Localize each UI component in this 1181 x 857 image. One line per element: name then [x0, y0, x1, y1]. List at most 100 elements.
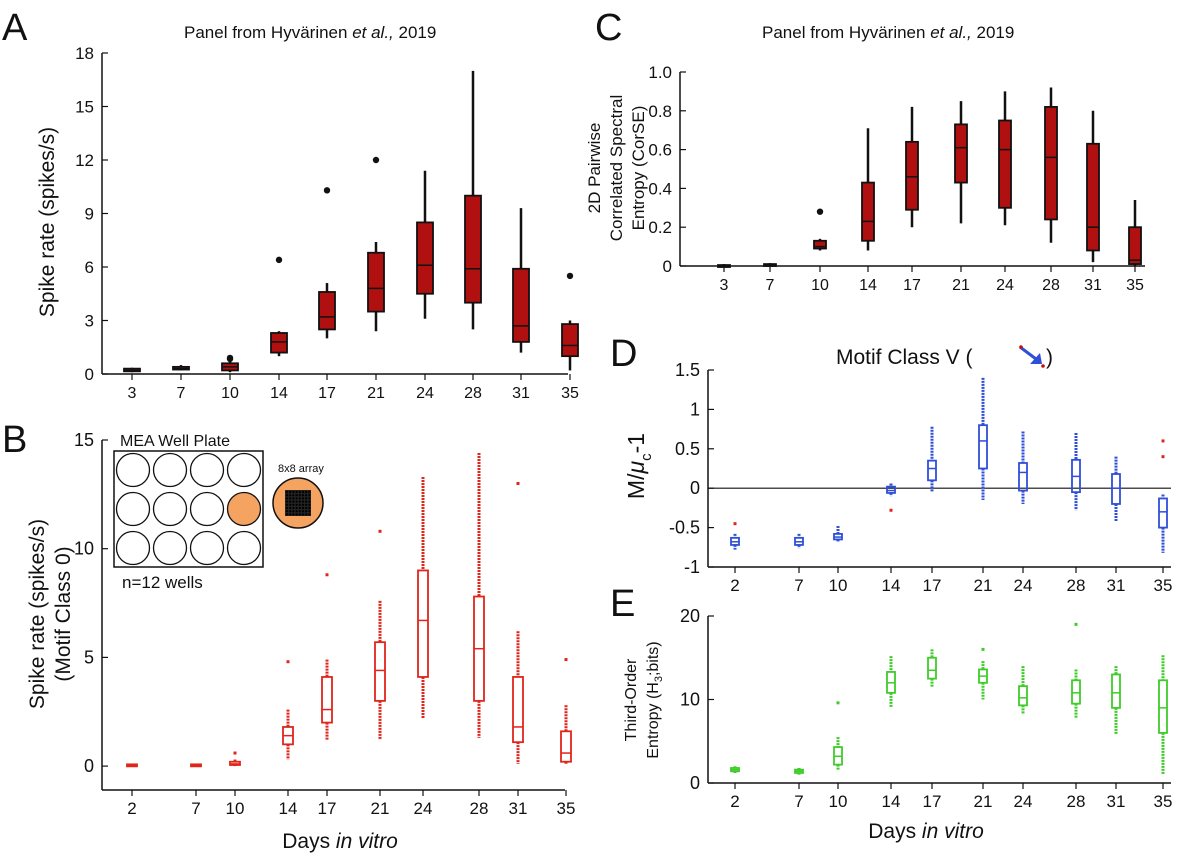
box-14: [270, 256, 288, 357]
mea-electrode: [289, 500, 292, 503]
x-tick-label: 35: [1154, 576, 1173, 595]
x-tick-label: 21: [974, 792, 993, 811]
box-iqr: [978, 424, 988, 470]
y-tick-label: -1: [684, 557, 700, 577]
x-tick-label: 31: [1107, 792, 1126, 811]
box-14: [282, 660, 294, 760]
box-iqr: [374, 641, 386, 702]
panel-d-motif-title-end: ): [1046, 346, 1053, 369]
box-28: [473, 453, 485, 738]
mea-well: [115, 530, 151, 566]
mea-electrode: [308, 503, 311, 506]
box-31: [512, 208, 530, 353]
outlier: [889, 508, 893, 512]
mea-electrode: [285, 500, 289, 503]
box-10: [221, 354, 239, 373]
x-tick-label: 24: [416, 385, 434, 402]
box-2: [126, 763, 138, 768]
x-tick-label: 14: [882, 576, 901, 595]
box-10: [833, 526, 843, 542]
y-tick-label: 0.6: [648, 141, 672, 160]
mea-electrode: [289, 503, 292, 506]
box-31: [1111, 666, 1121, 735]
x-tick-label: 35: [1154, 792, 1173, 811]
mea-electrode: [295, 503, 298, 506]
mea-electrode: [285, 506, 289, 510]
x-tick-label: 24: [1014, 576, 1033, 595]
box-35: [560, 658, 572, 764]
x-tick-label: 10: [829, 792, 848, 811]
mea-well: [226, 491, 262, 527]
mea-well: [115, 452, 151, 488]
x-tick-label: 7: [766, 277, 775, 294]
box-iqr: [861, 181, 875, 242]
mea-electrode: [305, 513, 308, 516]
x-tick-label: 24: [996, 277, 1014, 294]
x-tick-label: 14: [279, 799, 298, 818]
x-tick-label: 7: [794, 792, 803, 811]
y-tick-label: 0: [690, 478, 700, 498]
outlier: [226, 355, 234, 363]
mea-electrode: [295, 494, 298, 497]
box-31: [512, 481, 524, 764]
box-iqr: [417, 569, 429, 678]
mea-electrode: [305, 494, 308, 497]
mea-electrode: [298, 494, 301, 497]
box-10: [833, 701, 843, 771]
box-14: [886, 483, 896, 512]
y-tick-label: 0.2: [648, 218, 672, 237]
x-tick-label: 31: [509, 799, 528, 818]
mea-electrode: [295, 513, 298, 516]
y-tick-label: 15: [75, 98, 94, 117]
box-17: [905, 106, 919, 228]
outlier: [378, 529, 382, 533]
mea-electrode: [308, 510, 311, 513]
panel-letter-a: A: [2, 7, 28, 49]
mea-electrode: [292, 494, 295, 497]
box-iqr: [561, 323, 579, 358]
mea-electrode: [289, 490, 292, 494]
x-tick-label: 21: [367, 385, 385, 402]
x-tick-label: 17: [318, 385, 336, 402]
y-tick-label: 9: [85, 205, 94, 224]
mea-electrode: [292, 503, 295, 506]
y-tick-label: 1.0: [648, 63, 672, 82]
x-tick-label: 17: [923, 576, 942, 595]
mea-electrode: [295, 510, 298, 513]
x-tick-label: 10: [829, 576, 848, 595]
x-tick-label: 17: [903, 277, 921, 294]
box-35: [1158, 655, 1168, 775]
panel-a-source: Panel from Hyvärinen et al., 2019: [184, 23, 436, 42]
box-iqr: [416, 221, 434, 295]
mea-electrode: [285, 497, 289, 500]
x-tick-label: 21: [371, 799, 390, 818]
panel-e-xlabel: Days in vitro: [868, 820, 984, 843]
y-tick-label: 10: [74, 539, 94, 559]
mea-electrode: [308, 490, 311, 494]
panel-b-plot: 0 5 10 15 2 7 10 14 17 21 24 28 31 35: [74, 430, 575, 818]
box-iqr: [954, 123, 968, 184]
box-iqr: [560, 730, 572, 763]
mea-electrode: [285, 510, 289, 513]
x-tick-label: 31: [1107, 576, 1126, 595]
panel-c-ylabel-2: Correlated Spectral: [607, 95, 626, 241]
box-17: [318, 187, 336, 339]
mea-well-count: n=12 wells: [122, 573, 203, 592]
box-3: [717, 264, 731, 268]
mea-well: [189, 452, 225, 488]
outlier: [275, 256, 283, 264]
mea-electrode: [292, 497, 295, 500]
outlier: [816, 208, 824, 215]
mea-well: [226, 530, 262, 566]
outlier: [1161, 439, 1165, 443]
outlier: [566, 272, 574, 280]
x-tick-label: 35: [557, 799, 576, 818]
x-tick-label: 28: [1067, 792, 1086, 811]
box-17: [927, 649, 937, 687]
x-tick-label: 14: [859, 277, 877, 294]
mea-electrode: [289, 497, 292, 500]
panel-d-motif-title: Motif Class V (: [836, 346, 973, 369]
x-tick-label: 10: [221, 385, 239, 402]
